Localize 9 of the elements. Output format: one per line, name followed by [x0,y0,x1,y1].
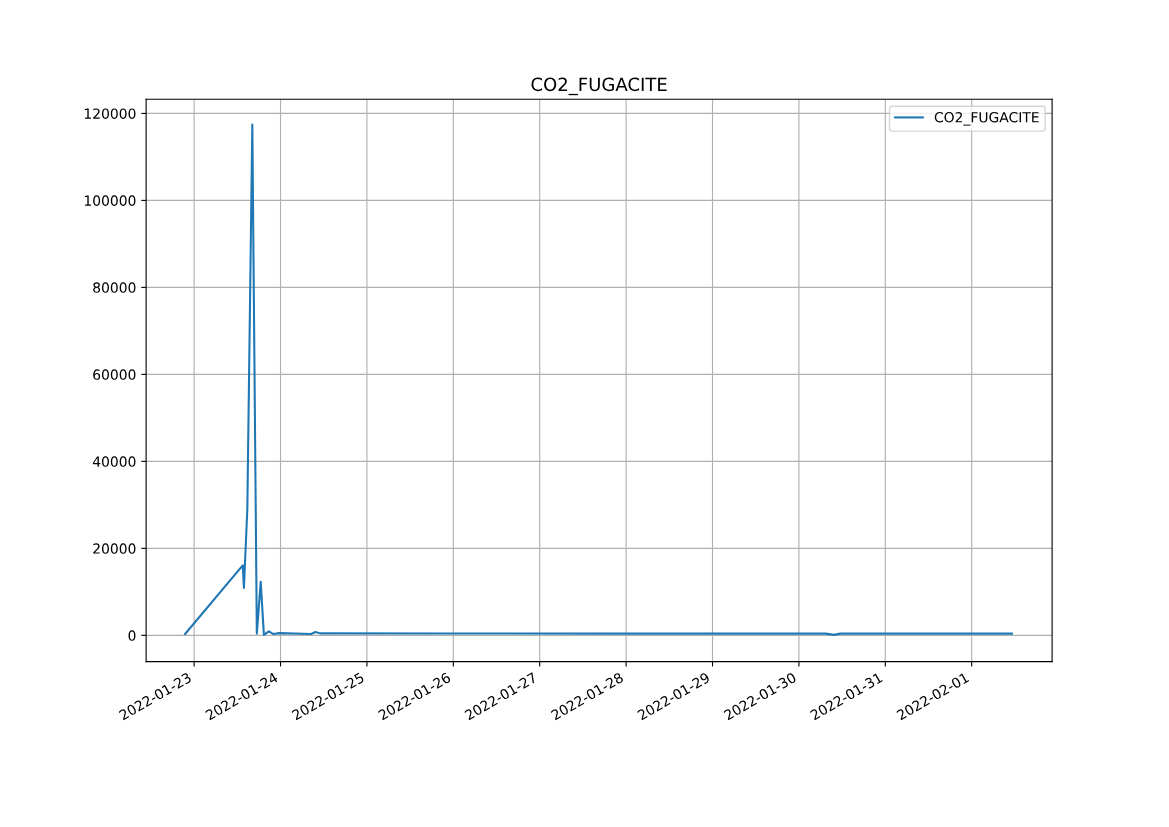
y-tick-label: 40000 [92,456,136,467]
legend-label: CO2_FUGACITE [934,111,1039,126]
y-tick-label: 100000 [84,195,136,206]
y-tick-label: 0 [128,630,136,641]
y-tick-label: 20000 [93,543,136,554]
y-tick-label: 120000 [84,108,136,119]
y-tick-label: 60000 [93,369,136,380]
chart-title: CO2_FUGACITE [531,77,667,96]
y-tick-label: 80000 [93,282,136,293]
